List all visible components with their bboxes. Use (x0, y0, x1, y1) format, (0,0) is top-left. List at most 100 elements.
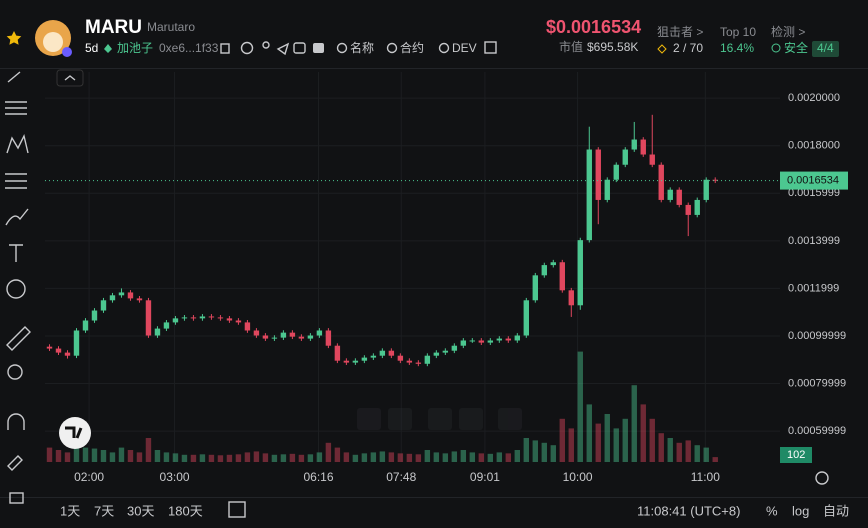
candle-body (568, 290, 574, 306)
tool-emoji[interactable] (6, 279, 26, 299)
scale-option[interactable]: log (792, 503, 809, 518)
calendar-icon[interactable] (228, 501, 246, 518)
y-tick-label: 0.0020000 (788, 92, 840, 104)
tool-ruler[interactable] (6, 326, 31, 351)
volume-badge (780, 447, 812, 463)
tool-lock[interactable] (9, 492, 24, 504)
check-badge (812, 41, 839, 57)
candle-body (208, 316, 215, 318)
range-button[interactable]: 180天 (168, 503, 203, 518)
check-label[interactable]: 检测 > (771, 24, 805, 39)
volume-bar (694, 445, 700, 462)
volume-bar (550, 445, 556, 462)
tool-pencil[interactable] (7, 455, 23, 471)
candle-body (64, 352, 71, 356)
tool-fib[interactable] (5, 173, 27, 189)
candle-body (307, 335, 314, 339)
candle-body (541, 265, 547, 276)
web-icon[interactable] (240, 41, 254, 55)
candle-body (325, 330, 332, 346)
scroll-right[interactable] (459, 408, 483, 430)
sniper: 2 / 70 (673, 41, 703, 55)
volume-bar (604, 414, 610, 462)
symbol: MARU (85, 17, 142, 38)
search-icon (336, 42, 348, 54)
sniper-label[interactable]: 狙击者 > (657, 25, 703, 39)
volume-bar (127, 450, 134, 462)
favorite-star[interactable] (6, 31, 22, 45)
volume-bar (406, 453, 413, 462)
search-icon (438, 42, 450, 54)
candle-body (586, 149, 592, 241)
tool-magnet[interactable] (7, 413, 25, 430)
candle-body (370, 355, 377, 358)
candle-body (505, 338, 512, 341)
pool-tag: 加池子 (117, 41, 153, 55)
x-tick-label: 06:16 (303, 470, 333, 484)
candle-body (478, 340, 485, 343)
search-link[interactable]: DEV (452, 41, 477, 55)
scale-option[interactable]: % (766, 503, 778, 518)
search-link[interactable]: 名称 (350, 40, 374, 55)
volume-bar (181, 454, 188, 462)
candle-body (685, 204, 691, 215)
chart-controls (357, 408, 522, 430)
range-button[interactable]: 1天 (60, 503, 80, 518)
tool-pattern[interactable] (6, 133, 29, 154)
external-icon[interactable] (484, 41, 497, 54)
volume-bar (577, 351, 583, 462)
candle-body (514, 335, 521, 341)
tool-zoom[interactable] (7, 364, 23, 380)
volume-bar (415, 454, 422, 462)
mcap: $695.58K (587, 40, 638, 54)
scale-option[interactable]: 自动 (823, 503, 849, 518)
candle-body (523, 300, 530, 336)
zoom-in[interactable] (388, 408, 412, 430)
candle-body (253, 330, 260, 336)
zoom-out[interactable] (357, 408, 381, 430)
tool-text[interactable] (9, 244, 23, 262)
candle-body (73, 330, 80, 356)
volume-bar (253, 451, 260, 462)
candle-body (415, 362, 422, 364)
reset[interactable] (498, 408, 522, 430)
tool-brush[interactable] (5, 208, 29, 226)
top10-label: Top 10 (720, 25, 756, 39)
chain-badge (62, 47, 72, 57)
tool-hlines[interactable] (5, 101, 27, 115)
volume-bar (667, 438, 673, 462)
chart-icon[interactable] (293, 42, 306, 54)
candle-body (109, 295, 116, 301)
candle-body (316, 330, 323, 336)
volume-bar (352, 454, 359, 462)
candle-body (658, 164, 664, 200)
candle-body (649, 154, 655, 165)
candle-body (235, 320, 242, 323)
volume-bar (91, 448, 98, 462)
telegram-icon[interactable] (276, 42, 290, 56)
volume-bar (361, 453, 368, 462)
candle-body (379, 350, 386, 356)
user-icon[interactable] (262, 41, 270, 49)
address[interactable]: 0xe6...1f33 (159, 41, 219, 55)
volume-bar (370, 452, 377, 462)
candle-body (460, 340, 467, 346)
range-button[interactable]: 30天 (127, 503, 154, 518)
range-button[interactable]: 7天 (94, 503, 114, 518)
app-icon[interactable] (313, 43, 324, 53)
volume-bar (622, 418, 628, 462)
candle-body (262, 335, 269, 339)
volume-bar (190, 454, 197, 462)
scroll-left[interactable] (428, 408, 452, 430)
candle-body (127, 292, 134, 299)
collapse-button[interactable] (56, 69, 84, 87)
tool-line[interactable] (7, 71, 21, 83)
copy-icon[interactable] (220, 43, 230, 54)
settings-icon[interactable] (815, 471, 829, 485)
candle-body (559, 262, 565, 291)
search-link[interactable]: 合约 (400, 40, 424, 55)
candle-body (469, 340, 476, 342)
volume-bar (244, 452, 251, 462)
candle-body (82, 320, 89, 331)
